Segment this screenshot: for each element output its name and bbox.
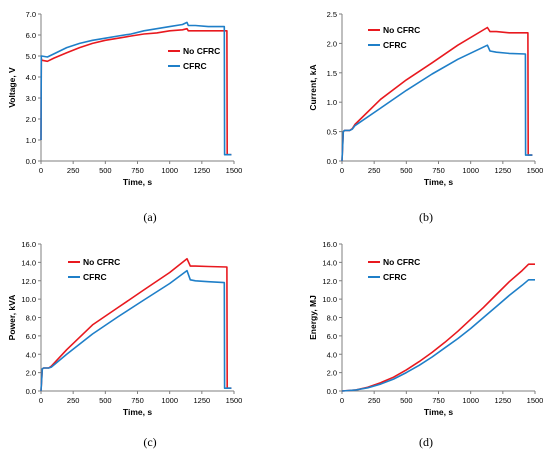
y-tick-label: 0.0: [327, 157, 337, 166]
x-axis-title: Time, s: [123, 177, 152, 187]
x-tick-label: 1000: [462, 166, 479, 175]
x-tick-label: 750: [432, 166, 445, 175]
x-tick-label: 500: [400, 166, 413, 175]
series-line-cfrc: [341, 278, 535, 392]
y-tick-label: 6.0: [26, 332, 36, 341]
x-axis-title: Time, s: [424, 177, 453, 187]
x-tick-label: 1250: [494, 166, 511, 175]
x-tick-label: 250: [67, 166, 80, 175]
x-tick-label: 500: [99, 166, 112, 175]
panel-label-c: (c): [143, 435, 157, 449]
y-tick-label: 4.0: [327, 350, 337, 359]
x-tick-label: 500: [99, 396, 112, 405]
legend-label: CFRC: [383, 272, 407, 282]
x-tick-label: 1000: [161, 396, 178, 405]
x-tick-label: 0: [340, 166, 344, 175]
x-tick-label: 750: [131, 166, 144, 175]
legend-label: No CFRC: [383, 257, 420, 267]
y-axis-title: Voltage, V: [7, 67, 17, 108]
y-tick-label: 6.0: [26, 31, 36, 40]
legend-label: No CFRC: [383, 25, 420, 35]
y-axis-title: Power, kVA: [7, 295, 17, 341]
y-tick-label: 7.0: [26, 10, 36, 19]
chart-panel-4: 0.0 2.0 4.0 6.0 8.0 10.0 12.0 14.0 16.0 0 250 500 75…: [308, 240, 543, 417]
legend-label: CFRC: [183, 61, 207, 71]
y-tick-label: 16.0: [322, 240, 337, 249]
x-tick-label: 1250: [193, 396, 210, 405]
y-tick-label: 14.0: [322, 258, 337, 267]
x-axis-title: Time, s: [424, 407, 453, 417]
x-tick-label: 1000: [161, 166, 178, 175]
y-tick-label: 8.0: [26, 314, 36, 323]
chart-panel-3: 0.0 2.0 4.0 6.0 8.0 10.0 12.0 14.0 16.0 0 250 500 75…: [7, 240, 242, 417]
y-tick-label: 0.0: [26, 387, 36, 396]
x-tick-label: 1000: [462, 396, 479, 405]
x-tick-label: 0: [39, 396, 43, 405]
y-tick-label: 0.5: [327, 128, 337, 137]
x-tick-label: 250: [67, 396, 80, 405]
legend-label: CFRC: [383, 40, 407, 50]
y-tick-label: 14.0: [21, 258, 36, 267]
panel-label-b: (b): [419, 210, 433, 224]
series-line-cfrc: [40, 269, 232, 392]
x-tick-label: 1500: [527, 396, 544, 405]
y-tick-label: 10.0: [322, 295, 337, 304]
y-tick-label: 6.0: [327, 332, 337, 341]
x-tick-label: 750: [432, 396, 445, 405]
y-tick-label: 1.0: [327, 98, 337, 107]
series-line-no-cfrc: [341, 263, 535, 392]
legend-label: No CFRC: [183, 46, 220, 56]
y-tick-label: 1.0: [26, 136, 36, 145]
y-tick-label: 5.0: [26, 52, 36, 61]
legend-label: No CFRC: [83, 257, 120, 267]
x-tick-label: 1500: [226, 166, 243, 175]
y-tick-label: 2.0: [327, 39, 337, 48]
series-line-no-cfrc: [341, 26, 533, 162]
panel-label-a: (a): [143, 210, 157, 224]
series-line-no-cfrc: [40, 257, 232, 392]
x-tick-label: 250: [368, 166, 381, 175]
y-tick-label: 4.0: [26, 73, 36, 82]
series-line-cfrc: [341, 44, 533, 162]
y-tick-label: 8.0: [327, 314, 337, 323]
chart-panel-1: 0.0 1.0 2.0 3.0 4.0 5.0 6.0 7.0 0 250 500 750 1000 12…: [7, 10, 242, 187]
x-tick-label: 1500: [226, 396, 243, 405]
x-axis-title: Time, s: [123, 407, 152, 417]
x-tick-label: 1250: [494, 396, 511, 405]
y-axis-title: Energy, MJ: [308, 295, 318, 340]
y-tick-label: 2.0: [327, 369, 337, 378]
x-tick-label: 750: [131, 396, 144, 405]
panel-label-d: (d): [419, 435, 433, 449]
x-tick-label: 0: [39, 166, 43, 175]
y-tick-label: 3.0: [26, 94, 36, 103]
y-tick-label: 2.0: [26, 369, 36, 378]
x-tick-label: 1250: [193, 166, 210, 175]
series-line-cfrc: [40, 21, 232, 156]
legend-label: CFRC: [83, 272, 107, 282]
y-tick-label: 12.0: [21, 277, 36, 286]
x-tick-label: 500: [400, 396, 413, 405]
chart-panel-2: 0.0 0.5 1.0 1.5 2.0 2.5 0 250 500 750 1000 1250 1500…: [308, 10, 543, 187]
y-tick-label: 10.0: [21, 295, 36, 304]
y-tick-label: 12.0: [322, 277, 337, 286]
y-tick-label: 16.0: [21, 240, 36, 249]
x-tick-label: 250: [368, 396, 381, 405]
y-axis-title: Current, kA: [308, 64, 318, 110]
x-tick-label: 1500: [527, 166, 544, 175]
y-tick-label: 2.0: [26, 115, 36, 124]
y-tick-label: 1.5: [327, 69, 337, 78]
series-line-no-cfrc: [40, 27, 232, 156]
y-tick-label: 4.0: [26, 350, 36, 359]
y-tick-label: 0.0: [26, 157, 36, 166]
y-tick-label: 0.0: [327, 387, 337, 396]
y-tick-label: 2.5: [327, 10, 337, 19]
x-tick-label: 0: [340, 396, 344, 405]
